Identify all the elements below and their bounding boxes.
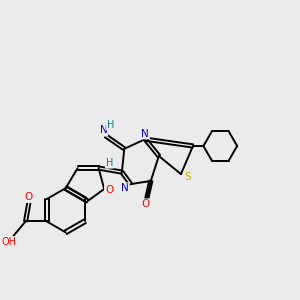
Text: N: N	[121, 183, 129, 193]
Text: H: H	[107, 120, 114, 130]
Text: N: N	[100, 125, 107, 135]
Text: O: O	[25, 192, 33, 202]
Text: S: S	[184, 172, 191, 182]
Text: O: O	[105, 185, 113, 195]
Text: H: H	[106, 158, 113, 168]
Text: N: N	[141, 128, 149, 139]
Text: O: O	[142, 199, 150, 209]
Text: OH: OH	[1, 237, 16, 247]
